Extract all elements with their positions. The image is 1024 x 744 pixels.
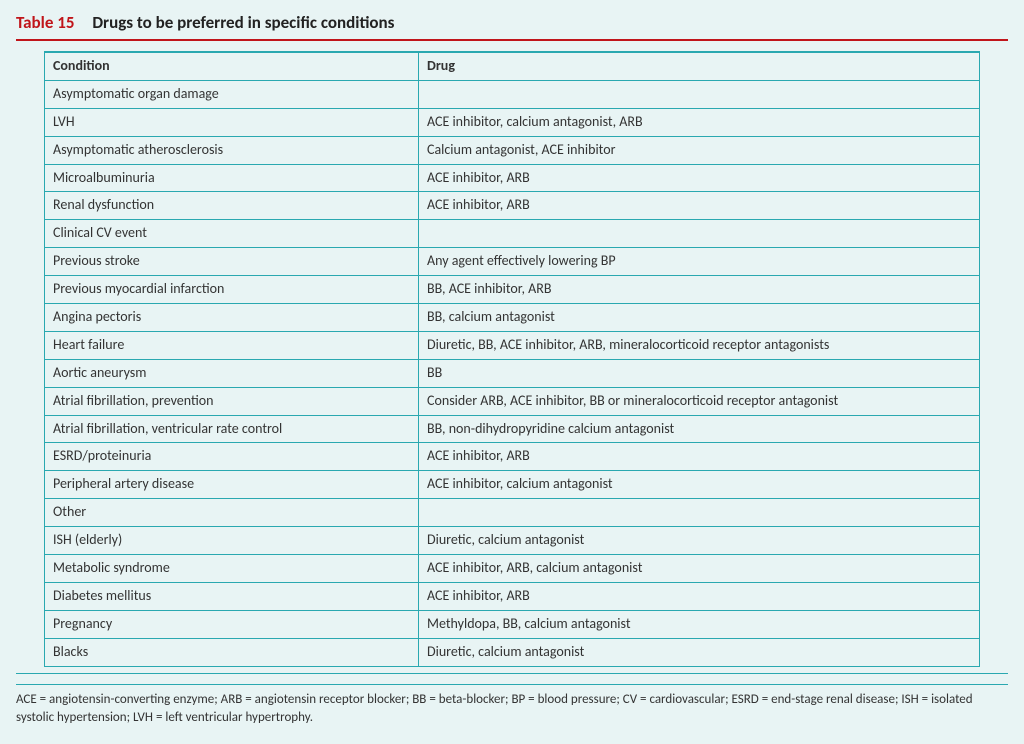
- table-row: MicroalbuminuriaACE inhibitor, ARB: [45, 164, 980, 192]
- table-row: Previous myocardial infarctionBB, ACE in…: [45, 276, 980, 304]
- section-drug-blank: [419, 220, 980, 248]
- condition-cell: ISH (elderly): [45, 527, 419, 555]
- condition-cell: Metabolic syndrome: [45, 555, 419, 583]
- section-header-row: Other: [45, 499, 980, 527]
- table-row: Angina pectorisBB, calcium antagonist: [45, 304, 980, 332]
- condition-cell: Heart failure: [45, 331, 419, 359]
- condition-cell: Blacks: [45, 638, 419, 666]
- table-row: BlacksDiuretic, calcium antagonist: [45, 638, 980, 666]
- table-row: Aortic aneurysmBB: [45, 359, 980, 387]
- rule-red: [16, 39, 1008, 41]
- condition-cell: Renal dysfunction: [45, 192, 419, 220]
- table-row: ESRD/proteinuriaACE inhibitor, ARB: [45, 443, 980, 471]
- drug-cell: ACE inhibitor, ARB: [419, 192, 980, 220]
- table-row: LVHACE inhibitor, calcium antagonist, AR…: [45, 108, 980, 136]
- section-name: Clinical CV event: [45, 220, 419, 248]
- section-name: Asymptomatic organ damage: [45, 80, 419, 108]
- footnote: ACE = angiotensin-converting enzyme; ARB…: [16, 684, 1008, 729]
- table-body: Asymptomatic organ damageLVHACE inhibito…: [45, 80, 980, 666]
- drug-cell: Diuretic, calcium antagonist: [419, 638, 980, 666]
- drug-cell: ACE inhibitor, ARB: [419, 164, 980, 192]
- rule-teal: [16, 673, 1008, 674]
- condition-cell: Asymptomatic atherosclerosis: [45, 136, 419, 164]
- section-drug-blank: [419, 499, 980, 527]
- section-name: Other: [45, 499, 419, 527]
- table-label: Table 15: [16, 12, 74, 33]
- section-header-row: Asymptomatic organ damage: [45, 80, 980, 108]
- table-row: Diabetes mellitusACE inhibitor, ARB: [45, 582, 980, 610]
- table-wrap: Condition Drug Asymptomatic organ damage…: [16, 51, 1008, 667]
- table-header-row: Condition Drug: [45, 52, 980, 80]
- col-header-drug: Drug: [419, 52, 980, 80]
- drug-cell: Calcium antagonist, ACE inhibitor: [419, 136, 980, 164]
- condition-cell: Previous stroke: [45, 248, 419, 276]
- table-row: Atrial fibrillation, preventionConsider …: [45, 387, 980, 415]
- condition-cell: Aortic aneurysm: [45, 359, 419, 387]
- drug-cell: Diuretic, BB, ACE inhibitor, ARB, minera…: [419, 331, 980, 359]
- drug-cell: ACE inhibitor, ARB: [419, 443, 980, 471]
- table-row: PregnancyMethyldopa, BB, calcium antagon…: [45, 610, 980, 638]
- table-row: Asymptomatic atherosclerosisCalcium anta…: [45, 136, 980, 164]
- condition-cell: LVH: [45, 108, 419, 136]
- drug-cell: BB, calcium antagonist: [419, 304, 980, 332]
- table-caption: Table 15 Drugs to be preferred in specif…: [16, 12, 1008, 33]
- section-drug-blank: [419, 80, 980, 108]
- table-row: ISH (elderly)Diuretic, calcium antagonis…: [45, 527, 980, 555]
- table-row: Metabolic syndromeACE inhibitor, ARB, ca…: [45, 555, 980, 583]
- table-row: Peripheral artery diseaseACE inhibitor, …: [45, 471, 980, 499]
- condition-cell: Peripheral artery disease: [45, 471, 419, 499]
- condition-cell: Microalbuminuria: [45, 164, 419, 192]
- col-header-condition: Condition: [45, 52, 419, 80]
- drug-cell: Methyldopa, BB, calcium antagonist: [419, 610, 980, 638]
- table-title: Drugs to be preferred in specific condit…: [92, 12, 394, 33]
- drug-cell: BB: [419, 359, 980, 387]
- drug-cell: ACE inhibitor, ARB: [419, 582, 980, 610]
- page: Table 15 Drugs to be preferred in specif…: [0, 0, 1024, 744]
- condition-cell: Diabetes mellitus: [45, 582, 419, 610]
- drug-cell: Consider ARB, ACE inhibitor, BB or miner…: [419, 387, 980, 415]
- drug-cell: BB, non-dihydropyridine calcium antagoni…: [419, 415, 980, 443]
- drug-cell: ACE inhibitor, calcium antagonist, ARB: [419, 108, 980, 136]
- condition-cell: ESRD/proteinuria: [45, 443, 419, 471]
- condition-cell: Atrial fibrillation, prevention: [45, 387, 419, 415]
- condition-cell: Atrial fibrillation, ventricular rate co…: [45, 415, 419, 443]
- drug-cell: Diuretic, calcium antagonist: [419, 527, 980, 555]
- drug-cell: ACE inhibitor, calcium antagonist: [419, 471, 980, 499]
- drug-cell: ACE inhibitor, ARB, calcium antagonist: [419, 555, 980, 583]
- section-header-row: Clinical CV event: [45, 220, 980, 248]
- drug-table: Condition Drug Asymptomatic organ damage…: [44, 51, 980, 667]
- table-row: Renal dysfunctionACE inhibitor, ARB: [45, 192, 980, 220]
- drug-cell: BB, ACE inhibitor, ARB: [419, 276, 980, 304]
- drug-cell: Any agent effectively lowering BP: [419, 248, 980, 276]
- table-row: Previous strokeAny agent effectively low…: [45, 248, 980, 276]
- condition-cell: Previous myocardial infarction: [45, 276, 419, 304]
- table-row: Atrial fibrillation, ventricular rate co…: [45, 415, 980, 443]
- condition-cell: Angina pectoris: [45, 304, 419, 332]
- condition-cell: Pregnancy: [45, 610, 419, 638]
- table-row: Heart failureDiuretic, BB, ACE inhibitor…: [45, 331, 980, 359]
